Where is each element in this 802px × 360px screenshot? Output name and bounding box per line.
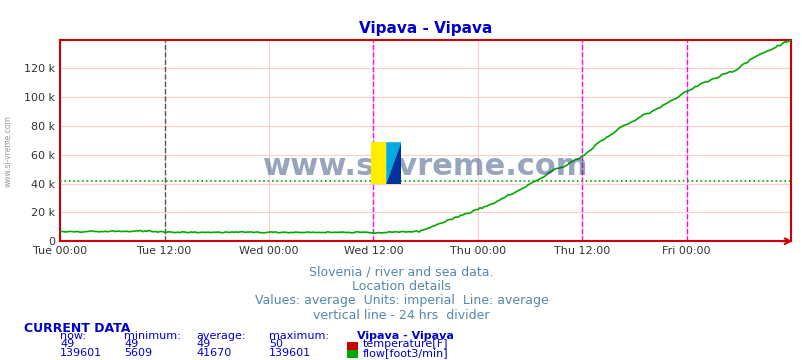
Polygon shape xyxy=(386,142,401,184)
Text: flow[foot3/min]: flow[foot3/min] xyxy=(363,348,448,358)
Text: Vipava - Vipava: Vipava - Vipava xyxy=(357,331,454,341)
Text: Slovenia / river and sea data.: Slovenia / river and sea data. xyxy=(309,265,493,278)
Title: Vipava - Vipava: Vipava - Vipava xyxy=(358,21,492,36)
Text: minimum:: minimum: xyxy=(124,331,181,341)
Text: 49: 49 xyxy=(60,339,75,350)
Text: now:: now: xyxy=(60,331,86,341)
Text: www.si-vreme.com: www.si-vreme.com xyxy=(4,115,13,187)
Text: 139601: 139601 xyxy=(269,348,310,358)
Text: 5609: 5609 xyxy=(124,348,152,358)
Text: www.si-vreme.com: www.si-vreme.com xyxy=(262,152,588,181)
Text: CURRENT DATA: CURRENT DATA xyxy=(24,322,130,335)
Text: temperature[F]: temperature[F] xyxy=(363,339,448,350)
Bar xyxy=(371,142,386,184)
Text: 50: 50 xyxy=(269,339,282,350)
Text: average:: average: xyxy=(196,331,246,341)
Text: vertical line - 24 hrs  divider: vertical line - 24 hrs divider xyxy=(313,309,489,321)
Text: Values: average  Units: imperial  Line: average: Values: average Units: imperial Line: av… xyxy=(254,294,548,307)
Text: 49: 49 xyxy=(124,339,139,350)
Text: 41670: 41670 xyxy=(196,348,232,358)
Polygon shape xyxy=(386,142,401,184)
Text: maximum:: maximum: xyxy=(269,331,329,341)
Text: 49: 49 xyxy=(196,339,211,350)
Text: 139601: 139601 xyxy=(60,348,102,358)
Text: Location details: Location details xyxy=(351,280,451,293)
